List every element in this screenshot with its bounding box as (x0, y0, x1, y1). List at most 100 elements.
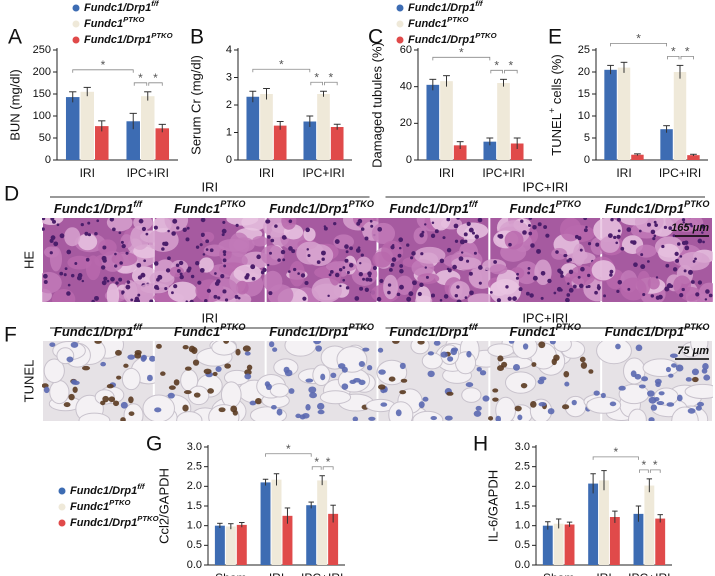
significance-star: * (671, 45, 676, 59)
panel-letter: G (146, 433, 162, 456)
bar (236, 524, 247, 565)
tissue-nucleus (380, 402, 388, 407)
tissue-nucleus (146, 374, 153, 382)
tissue-cell (211, 341, 237, 356)
tissue-nucleus (540, 270, 546, 276)
tissue-nucleus (43, 386, 50, 394)
tissue-nucleus (520, 219, 524, 223)
tissue-nucleus (182, 227, 187, 233)
tissue-nucleus (125, 251, 129, 255)
bar (553, 523, 564, 565)
tissue-nucleus (64, 267, 68, 271)
tissue-nucleus (96, 219, 100, 223)
error-bar (308, 501, 314, 509)
tissue-nucleus (167, 229, 170, 233)
significance-star: * (314, 455, 319, 469)
tissue-nucleus (687, 408, 696, 414)
bar (328, 513, 339, 565)
tissue-tubule (98, 239, 117, 256)
significance-bracket (324, 81, 338, 86)
tissue-nucleus (391, 257, 397, 262)
bar (617, 67, 631, 160)
tissue-tubule (333, 234, 355, 250)
tissue-nucleus (390, 262, 395, 267)
tissue-nucleus (222, 220, 226, 224)
tissue-nucleus (66, 356, 74, 363)
tissue-nucleus (588, 369, 594, 374)
tissue-nucleus (143, 259, 147, 263)
tissue-nucleus (365, 277, 370, 282)
tissue-nucleus (364, 287, 369, 292)
tissue-nucleus (266, 219, 271, 224)
tissue-nucleus (157, 274, 163, 280)
tissue-nucleus (617, 229, 621, 233)
bar (483, 141, 497, 160)
tissue-nucleus (695, 292, 700, 297)
column-label: Fundc1/Drp1f/f (389, 322, 478, 339)
tissue-nucleus (472, 231, 475, 235)
tissue-nucleus (672, 234, 676, 238)
y-tick-label: 1 (226, 126, 232, 138)
tissue-nucleus (224, 298, 229, 302)
error-bar (646, 478, 653, 493)
tissue-nucleus (94, 231, 98, 236)
significance-star: * (101, 58, 106, 72)
tissue-tubule (85, 255, 101, 281)
tissue-nucleus (288, 270, 291, 273)
tissue-nucleus (627, 287, 631, 291)
tissue-nucleus (244, 275, 249, 280)
tissue-nucleus (547, 408, 555, 415)
column-label: Fundc1/Drp1f/f (54, 199, 143, 216)
tissue-nucleus (128, 411, 135, 416)
y-tick-label: 2.5 (187, 461, 202, 473)
tissue-nucleus (420, 252, 424, 256)
tissue-nucleus (568, 287, 574, 293)
legend-label-part: Fundc1 (70, 501, 109, 513)
y-tick-label: 250 (33, 44, 51, 56)
tissue-nucleus (164, 287, 168, 291)
tissue-nucleus (654, 223, 658, 227)
tissue-nucleus (121, 243, 126, 249)
significance-star: * (326, 455, 331, 469)
significance-bracket (490, 69, 503, 74)
tissue-nucleus (536, 248, 541, 254)
tissue-nucleus (304, 280, 309, 286)
tissue-nucleus (633, 262, 638, 268)
tissue-nucleus (708, 293, 713, 298)
error-bar (500, 78, 507, 87)
tissue-nucleus (458, 256, 464, 262)
tissue-nucleus (309, 392, 317, 399)
y-tick-label: 2.0 (187, 480, 202, 492)
error-bar (590, 473, 596, 494)
tissue-nucleus (616, 289, 620, 294)
tissue-nucleus (305, 378, 314, 383)
tissue-tubule (647, 276, 660, 290)
y-tick-label: 0.0 (515, 559, 530, 571)
tissue-tubule (64, 227, 81, 247)
bar (126, 121, 140, 160)
column-label-sup: PTKO (684, 199, 709, 209)
y-tick-label: 3 (226, 71, 232, 83)
tissue-nucleus (323, 226, 328, 231)
tissue-cell (553, 341, 572, 353)
tissue-nucleus (424, 223, 427, 226)
tissue-nucleus (617, 280, 623, 285)
tissue-nucleus (442, 236, 446, 240)
tissue-nucleus (376, 296, 382, 302)
tissue-cell (410, 341, 430, 355)
tissue-nucleus (469, 272, 473, 276)
tissue-cell (176, 411, 203, 421)
tissue-nucleus (367, 271, 372, 276)
tissue-nucleus (549, 341, 556, 345)
tissue-nucleus (128, 396, 134, 404)
error-bar (429, 78, 437, 91)
tissue-nucleus (214, 281, 220, 286)
micrograph-strip (42, 341, 713, 421)
legend-label-part: Fundc1/Drp1 (84, 34, 151, 46)
tissue-nucleus (244, 369, 252, 376)
error-bar (276, 121, 284, 130)
tissue-nucleus (421, 230, 425, 234)
tissue-nucleus (406, 296, 412, 302)
error-bar (513, 137, 521, 149)
error-bar (555, 518, 562, 529)
